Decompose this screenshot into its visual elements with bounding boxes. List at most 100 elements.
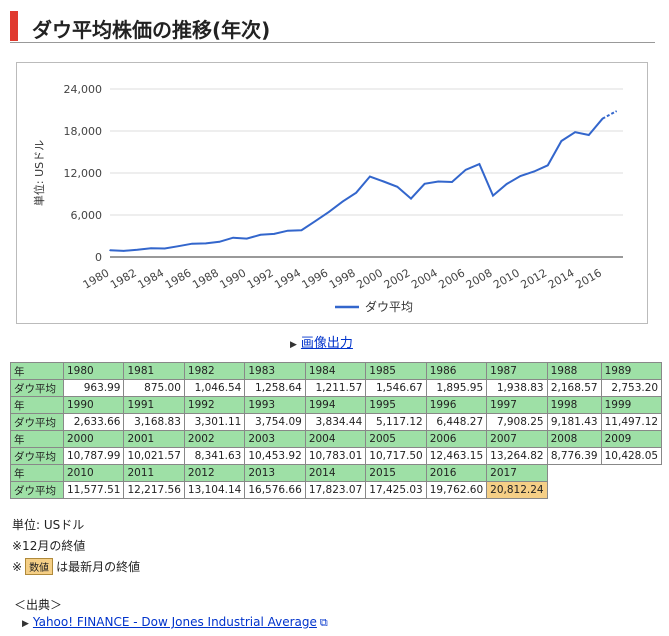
value-cell: 6,448.27	[425, 413, 488, 431]
row-label-value: ダウ平均	[10, 447, 64, 465]
year-cell: 1998	[546, 396, 602, 414]
x-tick-label: 2002	[382, 266, 413, 291]
data-point	[533, 170, 535, 173]
year-cell: 2009	[600, 430, 663, 448]
chart-container: 0 6,000 12,000 18,000 24,000 1980 1982 1984 1986…	[16, 62, 648, 324]
data-point	[615, 110, 617, 113]
data-point	[519, 175, 522, 177]
x-tick-label: 1982	[108, 266, 139, 291]
year-cell: 2014	[304, 464, 367, 482]
y-tick-label: 18,000	[64, 125, 103, 138]
value-cell: 963.99	[62, 379, 125, 397]
row-label-year: 年	[10, 396, 64, 414]
row-label-year: 年	[10, 464, 64, 482]
value-cell: 7,908.25	[486, 413, 548, 431]
value-cell: 3,168.83	[123, 413, 185, 431]
x-tick-label: 1984	[135, 266, 166, 291]
data-point	[300, 229, 303, 231]
data-point	[423, 183, 426, 185]
export-image-link[interactable]: ▶ 画像出力	[290, 332, 353, 351]
x-tick-label: 1996	[300, 266, 331, 291]
value-cell: 12,217.56	[123, 481, 185, 499]
row-label-value: ダウ平均	[10, 379, 64, 397]
x-tick-label: 1990	[218, 266, 249, 291]
data-point	[588, 134, 590, 136]
year-cell: 1982	[183, 362, 246, 380]
data-point	[369, 175, 371, 178]
data-point	[560, 140, 563, 142]
year-cell: 2008	[546, 430, 602, 448]
row-label-year: 年	[10, 362, 64, 380]
value-cell: 3,754.09	[244, 413, 306, 431]
value-cell: 5,117.12	[365, 413, 427, 431]
x-tick-label: 2016	[573, 266, 604, 291]
year-cell: 1984	[304, 362, 367, 380]
value-cell: 1,046.54	[183, 379, 246, 397]
value-cell: 20,812.24	[486, 481, 548, 499]
source-link[interactable]: ▶ Yahoo! FINANCE - Dow Jones Industrial A…	[22, 615, 328, 630]
value-cell: 17,425.03	[365, 481, 427, 499]
data-point	[314, 220, 317, 222]
year-cell: 2006	[425, 430, 488, 448]
data-point	[204, 242, 207, 245]
page-title-text: ダウ平均株価の推移(年次)	[32, 18, 271, 42]
year-cell: 2017	[486, 464, 548, 482]
value-cell: 1,258.64	[244, 379, 306, 397]
value-cell: 1,938.83	[486, 379, 548, 397]
value-cell: 13,264.82	[486, 447, 548, 465]
value-cell: 11,577.51	[62, 481, 125, 499]
year-cell: 1989	[600, 362, 663, 380]
data-point	[232, 236, 234, 239]
value-cell: 1,895.95	[425, 379, 488, 397]
data-point	[273, 233, 275, 235]
value-cell: 10,787.99	[62, 447, 125, 465]
data-point	[163, 247, 166, 250]
y-axis-label: 単位: USドル	[32, 140, 46, 206]
x-tick-label: 2014	[546, 266, 577, 291]
data-point	[382, 180, 385, 183]
external-link-icon: ⧉	[319, 616, 328, 629]
x-tick-label: 1980	[81, 266, 112, 291]
year-cell: 1986	[425, 362, 488, 380]
year-cell: 1994	[304, 396, 367, 414]
month-note: ※12月の終値	[12, 539, 86, 553]
value-cell: 8,341.63	[183, 447, 246, 465]
x-tick-label: 2012	[519, 266, 550, 291]
year-cell: 1983	[244, 362, 306, 380]
value-cell: 10,428.05	[600, 447, 663, 465]
year-cell: 1987	[486, 362, 548, 380]
data-point	[191, 242, 193, 245]
x-tick-label: 2006	[436, 266, 467, 291]
line-chart: 0 6,000 12,000 18,000 24,000 1980198219841986…	[32, 83, 623, 314]
source-link-label[interactable]: Yahoo! FINANCE - Dow Jones Industrial Av…	[32, 615, 317, 629]
year-cell: 1980	[62, 362, 125, 380]
data-point	[136, 248, 139, 251]
value-cell: 3,301.11	[183, 413, 246, 431]
x-tick-label: 2008	[464, 266, 495, 291]
year-cell: 2010	[62, 464, 125, 482]
title-accent-bar	[10, 11, 18, 41]
year-cell: 2000	[62, 430, 125, 448]
y-tick-label: 0	[95, 251, 102, 264]
y-tick-label: 24,000	[64, 83, 103, 96]
value-cell: 2,753.20	[600, 379, 663, 397]
latest-note: ※ 数値 は最新月の終値	[12, 558, 140, 575]
value-cell: 3,834.44	[304, 413, 367, 431]
data-point	[287, 229, 289, 232]
table-value-row: ダウ平均 963.99 875.00 1,046.54 1,258.64 1,211.57…	[10, 379, 663, 397]
year-cell: 2011	[123, 464, 185, 482]
value-cell: 2,168.57	[546, 379, 602, 397]
latest-note-suffix: は最新月の終値	[56, 560, 141, 574]
year-cell: 2005	[365, 430, 427, 448]
value-cell: 11,497.12	[600, 413, 663, 431]
value-cell: 13,104.14	[183, 481, 246, 499]
year-cell: 2003	[244, 430, 306, 448]
data-point	[451, 181, 453, 183]
year-cell: 2012	[183, 464, 246, 482]
page-title: ダウ平均株価の推移(年次)	[10, 9, 655, 43]
y-tick-label: 12,000	[64, 167, 103, 180]
export-image-label[interactable]: 画像出力	[300, 336, 353, 351]
data-point	[109, 249, 111, 252]
value-cell: 10,717.50	[365, 447, 427, 465]
data-point	[246, 237, 248, 240]
